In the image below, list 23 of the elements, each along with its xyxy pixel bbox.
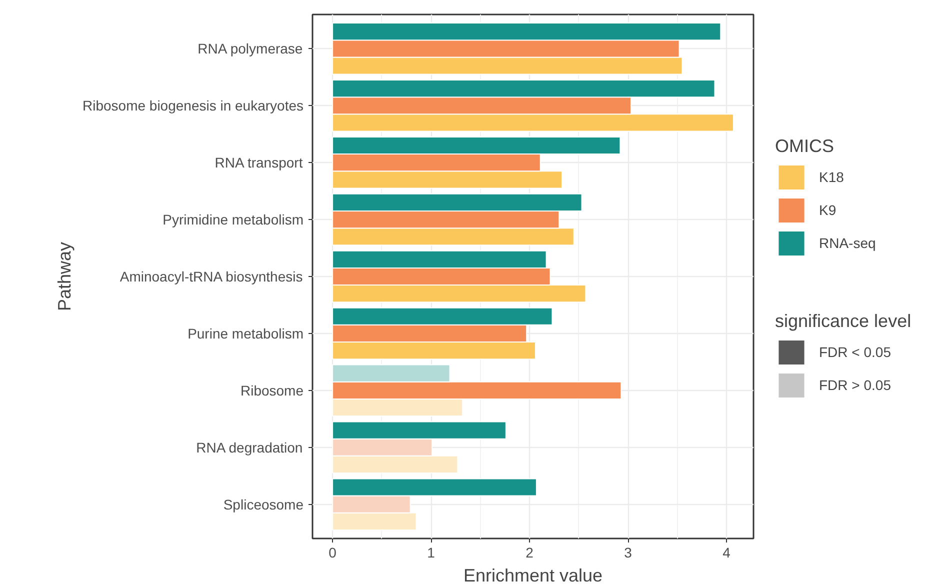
legend-label: K18 — [819, 169, 844, 185]
y-tick-label: Spliceosome — [223, 496, 304, 512]
y-tick-label: Pyrimidine metabolism — [162, 212, 304, 228]
y-tick-label: RNA degradation — [196, 439, 303, 456]
y-tick-label: RNA polymerase — [198, 40, 303, 57]
y-tick-label: RNA transport — [214, 154, 303, 171]
legend-label: RNA-seq — [819, 235, 876, 251]
text: OMICS — [775, 136, 834, 156]
legend-label: K9 — [819, 202, 838, 218]
text: significance level — [775, 311, 912, 331]
x-axis-title: Enrichment value — [463, 566, 603, 586]
y-tick-label: Aminoacyl-tRNA biosynthesis — [120, 268, 303, 284]
x-tick-label: 3 — [624, 544, 632, 560]
y-tick-label: Ribosome biogenesis in eukaryotes — [82, 98, 304, 114]
y-axis-title: Pathway — [54, 242, 74, 312]
legend-label: FDR < 0.05 — [819, 344, 891, 360]
x-tick-label: 0 — [328, 544, 337, 560]
x-tick-label: 4 — [722, 544, 731, 560]
x-tick-label: 2 — [526, 544, 534, 560]
legend-label: FDR > 0.05 — [819, 377, 891, 393]
y-tick-label: Purine metabolism — [188, 325, 304, 342]
x-tick-label: 1 — [427, 544, 436, 560]
y-tick-label: Ribosome — [240, 382, 304, 398]
